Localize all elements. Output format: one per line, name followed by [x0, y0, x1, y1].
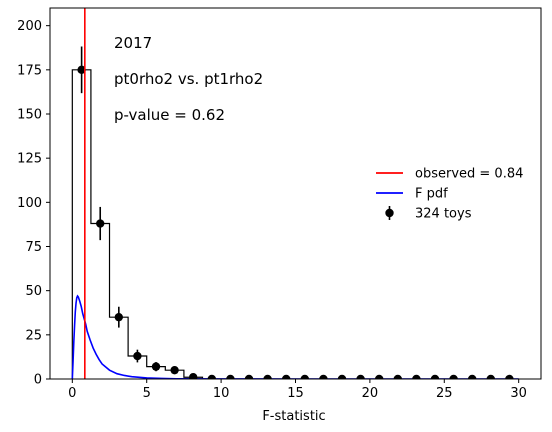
x-tick-label: 5	[143, 386, 151, 401]
y-tick-label: 200	[17, 19, 42, 34]
legend-label: 324 toys	[415, 207, 472, 222]
y-tick-label: 150	[17, 108, 42, 123]
y-tick-label: 125	[17, 152, 42, 167]
toy-point	[96, 219, 104, 227]
annotation-year: 2017	[114, 34, 152, 52]
x-tick-label: 0	[68, 386, 76, 401]
toy-point	[115, 313, 123, 321]
y-tick-label: 0	[34, 373, 42, 388]
y-tick-label: 75	[25, 240, 42, 255]
annotation-comparison: pt0rho2 vs. pt1rho2	[114, 70, 263, 88]
y-tick-label: 175	[17, 63, 42, 78]
toy-point	[152, 362, 160, 370]
x-axis-label: F-statistic	[262, 409, 325, 424]
x-tick-label: 10	[213, 386, 230, 401]
toy-point	[170, 366, 178, 374]
y-tick-label: 100	[17, 196, 42, 211]
x-tick-label: 25	[436, 386, 453, 401]
y-tick-label: 25	[25, 328, 42, 343]
x-tick-label: 20	[362, 386, 379, 401]
x-tick-label: 15	[287, 386, 304, 401]
legend-label: observed = 0.84	[415, 167, 523, 182]
legend-label: F pdf	[415, 187, 448, 202]
legend-swatch-marker	[385, 209, 393, 217]
toy-point	[133, 352, 141, 360]
x-tick-label: 30	[510, 386, 527, 401]
y-tick-label: 50	[25, 284, 42, 299]
annotation-p-value: p-value = 0.62	[114, 106, 225, 124]
